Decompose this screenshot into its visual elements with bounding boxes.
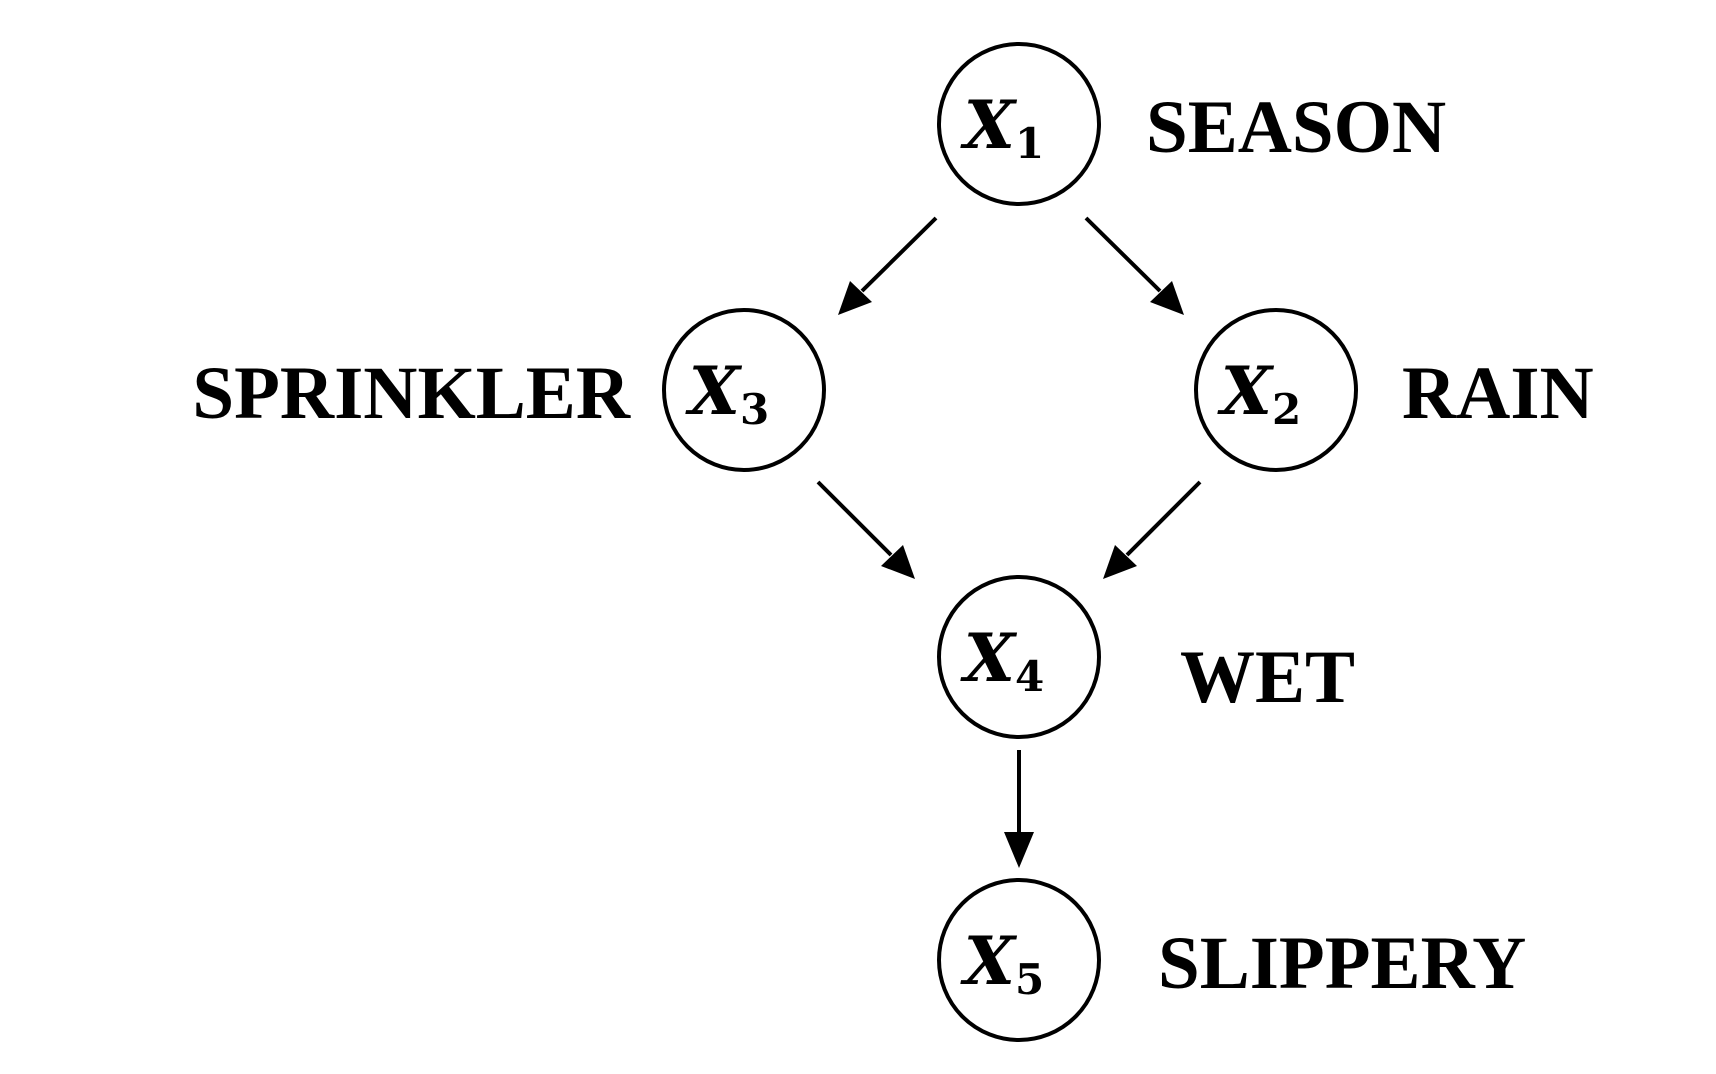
node-x5: X5 SLIPPERY: [937, 878, 1526, 1042]
node-x2-circle: [1194, 308, 1358, 472]
edge-rain-to-wet: [1103, 480, 1202, 579]
node-x5-label: SLIPPERY: [1158, 922, 1526, 1005]
node-x1-label: SEASON: [1146, 86, 1446, 169]
node-x3: X3 SPRINKLER: [192, 308, 826, 472]
edge-wet-to-slippery: [1004, 750, 1034, 868]
node-x1-circle: [937, 42, 1101, 206]
node-x3-symbol-index: 3: [740, 385, 769, 434]
node-x2: X2 RAIN: [1194, 308, 1594, 472]
node-x4: X4 WET: [937, 575, 1355, 739]
node-x1-symbol-letter: X: [960, 86, 1018, 164]
node-x2-label: RAIN: [1402, 352, 1594, 435]
node-x1: X1 SEASON: [937, 42, 1446, 206]
node-x1-symbol: X1: [960, 86, 1044, 168]
edge-season-to-rain: [1084, 216, 1184, 315]
node-x1-symbol-index: 1: [1015, 119, 1044, 168]
edge-season-to-sprinkler: [838, 216, 938, 315]
node-x3-label: SPRINKLER: [192, 352, 630, 435]
edge-sprinkler-to-wet: [816, 480, 915, 579]
edges: [816, 216, 1202, 868]
node-x5-symbol-index: 5: [1015, 955, 1044, 1004]
node-x4-symbol-index: 4: [1015, 652, 1044, 701]
node-x2-symbol-index: 2: [1272, 385, 1301, 434]
node-x5-symbol: X5: [960, 922, 1044, 1004]
node-x2-symbol: X2: [1217, 352, 1301, 434]
node-x3-symbol-letter: X: [685, 352, 743, 430]
node-x5-circle: [937, 878, 1101, 1042]
node-x4-label: WET: [1180, 636, 1355, 719]
node-x4-circle: [937, 575, 1101, 739]
node-x4-symbol-letter: X: [960, 619, 1018, 697]
node-x3-symbol: X3: [685, 352, 769, 434]
node-x4-symbol: X4: [960, 619, 1044, 701]
node-x2-symbol-letter: X: [1217, 352, 1275, 430]
node-x3-circle: [662, 308, 826, 472]
node-x5-symbol-letter: X: [960, 922, 1018, 1000]
